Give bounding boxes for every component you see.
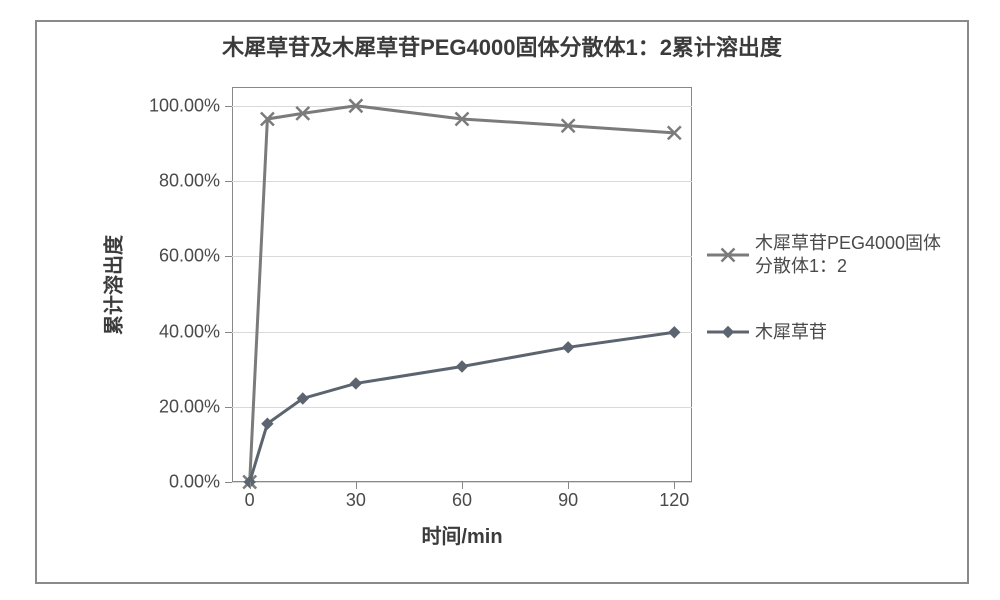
- chart-title: 木犀草苷及木犀草苷PEG4000固体分散体1：2累计溶出度: [37, 30, 967, 62]
- legend-label: 木犀草苷PEG4000固体分散体1：2: [755, 232, 945, 279]
- y-axis-title: 累计溶出度: [98, 235, 127, 335]
- legend-swatch: [707, 246, 749, 264]
- x-tick-label: 90: [558, 490, 578, 511]
- x-tick-mark: [568, 482, 569, 489]
- plot-area: [232, 87, 692, 482]
- legend-label: 木犀草苷: [755, 321, 827, 344]
- x-tick-label: 60: [452, 490, 472, 511]
- x-tick-mark: [674, 482, 675, 489]
- series-line: [250, 106, 675, 482]
- legend-item: 木犀草苷: [707, 321, 945, 344]
- series-marker: [669, 327, 680, 338]
- x-axis-title: 时间/min: [421, 520, 502, 549]
- series-marker: [350, 378, 361, 389]
- x-tick-label: 30: [346, 490, 366, 511]
- legend-item: 木犀草苷PEG4000固体分散体1：2: [707, 232, 945, 279]
- y-tick-mark: [225, 256, 232, 257]
- y-tick-mark: [225, 106, 232, 107]
- x-tick-label: 120: [659, 490, 689, 511]
- plot-svg: [232, 87, 692, 482]
- x-tick-mark: [356, 482, 357, 489]
- x-tick-mark: [462, 482, 463, 489]
- x-tick-label: 0: [245, 490, 255, 511]
- y-tick-mark: [225, 332, 232, 333]
- series-marker: [563, 342, 574, 353]
- x-tick-mark: [250, 482, 251, 489]
- y-tick-mark: [225, 181, 232, 182]
- y-tick-mark: [225, 482, 232, 483]
- legend-swatch: [707, 323, 749, 341]
- chart-frame: 木犀草苷及木犀草苷PEG4000固体分散体1：2累计溶出度 累计溶出度 时间/m…: [35, 20, 969, 584]
- legend: 木犀草苷PEG4000固体分散体1：2 木犀草苷: [707, 232, 945, 386]
- series-marker: [457, 361, 468, 372]
- series-line: [250, 332, 675, 482]
- y-tick-mark: [225, 407, 232, 408]
